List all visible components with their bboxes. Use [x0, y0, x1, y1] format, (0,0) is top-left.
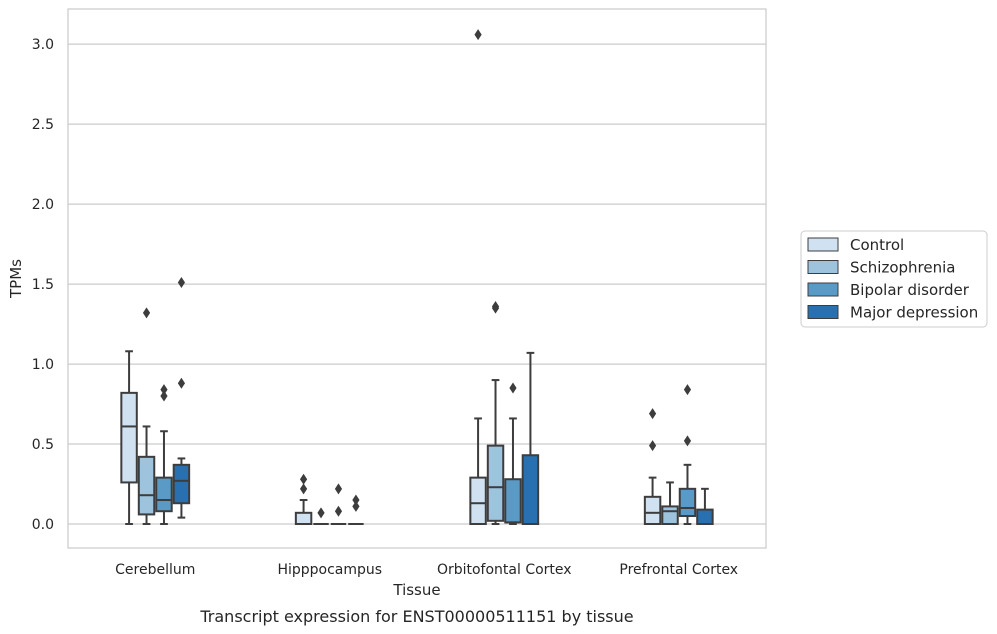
outlier-point	[177, 276, 186, 288]
y-tick-label: 2.5	[32, 117, 54, 133]
box-schizophrenia	[486, 300, 505, 526]
legend-label: Major depression	[850, 304, 978, 322]
y-tick-label: 3.0	[32, 37, 54, 53]
box-iqr	[504, 478, 522, 524]
outlier-point	[648, 408, 657, 420]
outlier-point	[491, 300, 500, 312]
box-major-depression	[696, 487, 714, 526]
outlier-point	[683, 384, 692, 396]
outlier-point	[317, 507, 325, 519]
box-iqr	[696, 508, 714, 526]
outlier-point	[160, 390, 168, 402]
outlier-point	[509, 382, 517, 394]
outlier-point	[352, 500, 360, 512]
x-axis-label: Tissue	[392, 581, 440, 599]
y-tick-label: 1.0	[32, 357, 54, 373]
legend-swatch	[807, 282, 839, 297]
legend-label: Schizophrenia	[850, 259, 955, 277]
x-tick-label: Hipppocampus	[277, 562, 382, 578]
box-bipolar-disorder	[504, 382, 522, 526]
box-control	[643, 408, 662, 526]
y-tick-label: 2.0	[32, 197, 54, 213]
outlier-point	[177, 377, 186, 389]
outlier-point	[299, 483, 308, 495]
outlier-point	[334, 483, 343, 495]
box-iqr	[294, 511, 313, 526]
outlier-point	[648, 440, 657, 452]
box-plots	[120, 29, 714, 526]
box-bipolar-disorder	[330, 483, 347, 526]
x-tick-label: Orbitofontal Cortex	[437, 562, 572, 578]
box-iqr	[137, 455, 156, 516]
legend-label: Bipolar disorder	[850, 281, 970, 299]
box-iqr	[155, 476, 173, 513]
box-schizophrenia	[661, 481, 679, 526]
box-major-depression	[521, 351, 540, 526]
plot-frame	[67, 8, 767, 549]
legend-frame	[800, 230, 988, 328]
outlier-point	[160, 384, 168, 396]
y-tick-label: 1.5	[32, 277, 54, 293]
box-iqr	[486, 444, 505, 522]
outlier-point	[334, 505, 343, 517]
x-tick-labels: Cerebellum Hipppocampus Orbitofontal Corte…	[115, 562, 738, 578]
outlier-point	[299, 473, 308, 485]
box-bipolar-disorder	[678, 384, 697, 526]
y-axis-label: TPMs	[7, 259, 25, 299]
outlier-point	[474, 29, 482, 41]
y-tick-labels: 0.0 0.5 1.0 1.5 2.0 2.5 3.0	[32, 37, 54, 533]
x-tick-label: Cerebellum	[115, 562, 195, 578]
box-iqr	[521, 454, 540, 526]
legend: Control Schizophrenia Bipolar disorder Majo…	[800, 230, 988, 328]
box-iqr	[469, 476, 487, 526]
box-iqr	[678, 487, 697, 518]
y-tick-label: 0.0	[32, 517, 54, 533]
legend-label: Control	[850, 236, 904, 254]
legend-swatch	[807, 305, 839, 319]
box-control	[469, 29, 487, 526]
box-control	[294, 473, 313, 526]
legend-swatch	[807, 237, 839, 252]
box-control	[120, 350, 138, 526]
box-iqr	[172, 463, 191, 505]
box-iqr	[661, 505, 679, 526]
box-iqr	[120, 391, 138, 484]
outlier-point	[683, 435, 692, 447]
outlier-point	[142, 307, 151, 319]
box-major-depression	[172, 276, 191, 519]
box-major-depression	[348, 494, 364, 526]
box-schizophrenia	[313, 507, 329, 526]
y-tick-label: 0.5	[32, 437, 54, 453]
chart-caption: Transcript expression for ENST0000051115…	[199, 607, 633, 626]
outlier-point	[352, 494, 360, 506]
box-schizophrenia	[137, 307, 156, 526]
y-gridlines	[68, 43, 766, 525]
x-tick-label: Prefrontal Cortex	[619, 562, 738, 578]
box-iqr	[643, 495, 662, 526]
box-bipolar-disorder	[155, 384, 173, 526]
legend-swatch	[807, 260, 839, 274]
